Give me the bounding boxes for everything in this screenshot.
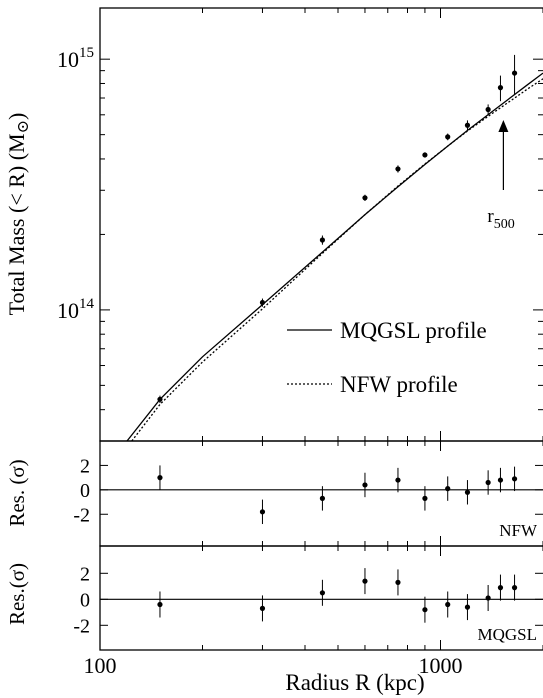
residual-mqgsl-point-6 <box>445 601 451 608</box>
mass-data-point-10 <box>511 70 518 76</box>
main-plot-frame <box>99 7 543 442</box>
residual-nfw-point-9 <box>497 477 504 483</box>
residual-mqgsl-y-tick-label-0: 2 <box>80 563 90 585</box>
residual-mqgsl-point-3 <box>362 578 368 584</box>
residual-mqgsl-y-tick-label-1: 0 <box>80 589 90 611</box>
mass-data-point-9 <box>497 85 504 91</box>
residual-nfw-y-axis-title: Res. (σ) <box>5 459 29 526</box>
mass-data-point-8 <box>485 106 491 113</box>
residual-mqgsl-y-axis-title: Res.(σ) <box>5 563 29 625</box>
residual-nfw-point-6 <box>445 486 451 492</box>
legend-label-nfw: NFW profile <box>340 372 458 397</box>
r500-annotation: r500 <box>487 206 514 232</box>
residual-mqgsl-point-2 <box>319 590 326 596</box>
solar-mass-symbol: ⊙ <box>15 120 32 133</box>
main-y-axis-title: Total Mass (< R) (M⊙) <box>4 113 32 316</box>
residual-mqgsl-point-4 <box>395 579 401 586</box>
residual-nfw-point-7 <box>464 489 471 495</box>
x-axis-title: Radius R (kpc) <box>285 670 424 695</box>
main-y-axis-title-text: Total Mass (< R) (M <box>4 133 29 315</box>
mass-data-point-5 <box>422 152 428 158</box>
series-line-mqgsl <box>126 72 543 441</box>
residual-mqgsl-panel-label: MQGSL <box>477 625 537 644</box>
r500-arrow-head <box>498 120 509 132</box>
y-tick-exponent: 14 <box>79 296 95 312</box>
mass-data-point-4 <box>395 166 401 172</box>
residual-nfw-point-3 <box>362 482 368 488</box>
y-tick-exponent: 15 <box>79 45 94 61</box>
mass-data-point-6 <box>445 134 451 140</box>
r500-annotation-sub: 500 <box>494 217 515 232</box>
residual-nfw-panel-label: NFW <box>499 521 538 540</box>
residual-mqgsl-point-8 <box>485 595 491 601</box>
y-tick-base: 10 <box>57 47 79 72</box>
y-tick-base: 10 <box>57 298 79 323</box>
x-tick-label-1000: 1000 <box>418 653 462 678</box>
residual-nfw-point-5 <box>422 495 428 501</box>
r500-annotation-r: r <box>487 206 494 227</box>
residual-nfw-point-0 <box>157 475 163 481</box>
mass-data-point-0 <box>157 396 163 402</box>
main-y-axis-title-close: ) <box>4 113 29 120</box>
residual-mqgsl-point-10 <box>511 585 518 591</box>
residual-nfw-point-8 <box>485 479 491 486</box>
series-line-nfw <box>131 78 543 441</box>
residual-nfw-point-1 <box>259 509 266 515</box>
residual-nfw-point-10 <box>511 476 518 482</box>
x-tick-label-100: 100 <box>84 653 117 678</box>
mass-data-point-1 <box>259 299 266 306</box>
residual-nfw-y-tick-label-1: 0 <box>80 480 90 502</box>
residual-mqgsl-point-7 <box>464 604 471 610</box>
residual-nfw-y-tick-label-0: 2 <box>80 455 90 477</box>
legend-label-mqgsl: MQGSL profile <box>340 318 487 343</box>
residual-nfw-frame <box>99 440 543 547</box>
y-tick-label-14: 1014 <box>57 296 95 323</box>
residual-mqgsl-point-1 <box>259 605 266 612</box>
residual-nfw-point-2 <box>319 495 326 501</box>
mass-data-point-3 <box>362 195 368 201</box>
mass-data-point-7 <box>464 122 471 128</box>
residual-mqgsl-point-9 <box>497 585 504 591</box>
residual-nfw-y-tick-label-2: -2 <box>73 504 90 526</box>
residual-mqgsl-point-5 <box>422 607 428 613</box>
residual-mqgsl-point-0 <box>157 601 163 608</box>
mass-data-point-2 <box>319 237 326 243</box>
y-tick-label-15: 1015 <box>57 45 94 72</box>
residual-nfw-point-4 <box>395 477 401 483</box>
residual-mqgsl-frame <box>99 545 543 651</box>
svg-text:Total Mass (< R) (M⊙): Total Mass (< R) (M⊙) <box>4 113 32 316</box>
residual-mqgsl-y-tick-label-2: -2 <box>73 615 90 637</box>
